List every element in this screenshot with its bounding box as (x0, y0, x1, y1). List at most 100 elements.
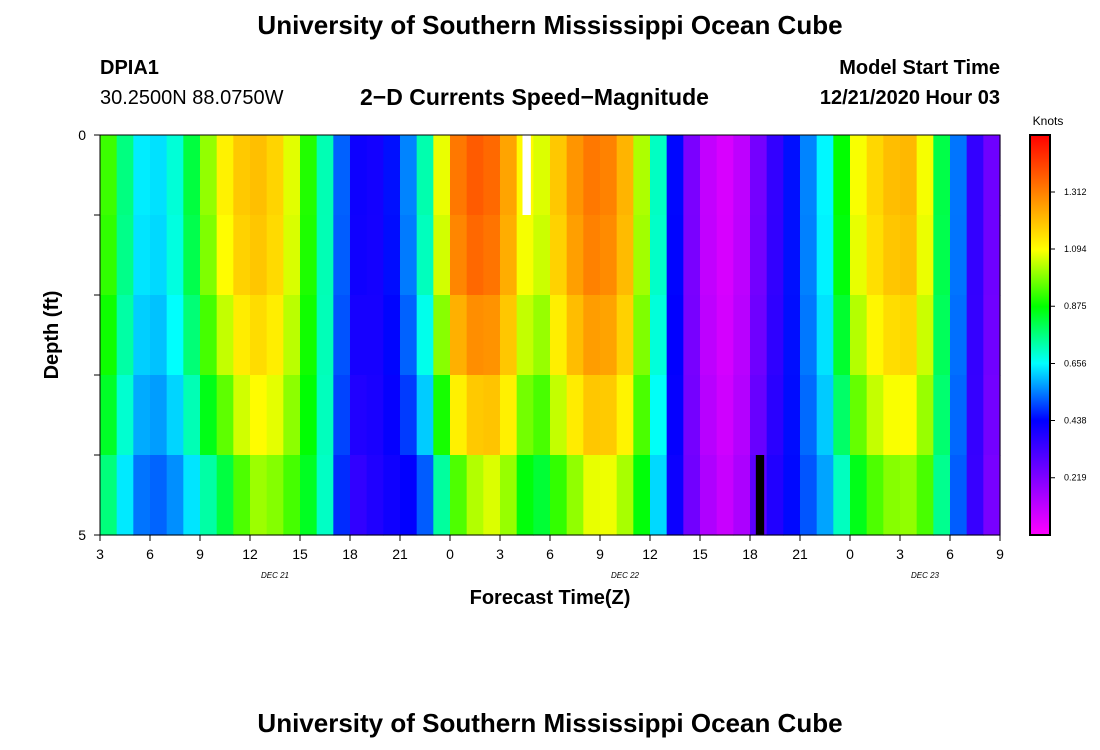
heatmap-cell (450, 215, 468, 296)
heatmap-cell (233, 455, 251, 536)
heatmap-cell (733, 215, 751, 296)
heatmap-cell (966, 295, 984, 376)
missing-bottom-cell (755, 455, 765, 535)
heatmap-cell (316, 215, 334, 296)
heatmap-cell (433, 215, 451, 296)
heatmap-cell (316, 135, 334, 216)
heatmap-cell (716, 215, 734, 296)
heatmap-cell (700, 295, 718, 376)
heatmap-cell (416, 135, 434, 216)
heatmap-cell (866, 455, 884, 536)
heatmap-cell (633, 135, 651, 216)
heatmap-cell (166, 215, 184, 296)
heatmap-cell (866, 215, 884, 296)
x-tick-label: 12 (242, 546, 258, 562)
heatmap-cell (916, 455, 934, 536)
heatmap-cell (433, 295, 451, 376)
heatmap-cell (466, 215, 484, 296)
heatmap-cell (650, 135, 668, 216)
heatmap-cell (766, 135, 784, 216)
heatmap-cell (183, 135, 201, 216)
heatmap-cell (916, 215, 934, 296)
footer-title: University of Southern Mississippi Ocean… (257, 708, 843, 738)
heatmap-cell (216, 215, 234, 296)
heatmap-cell (766, 455, 784, 536)
heatmap-cell (550, 135, 568, 216)
heatmap-cell (850, 215, 868, 296)
heatmap-cell (583, 135, 601, 216)
heatmap-cell (783, 455, 801, 536)
heatmap-cell (833, 215, 851, 296)
day-label: DEC 21 (261, 571, 289, 580)
heatmap-cell (416, 215, 434, 296)
heatmap-cell (800, 135, 818, 216)
heatmap-cell (216, 295, 234, 376)
heatmap-cell (100, 455, 118, 536)
heatmap-cell (216, 135, 234, 216)
heatmap-cell (983, 455, 1001, 536)
y-tick-label: 0 (78, 127, 86, 143)
heatmap-cell (150, 455, 168, 536)
heatmap-cell (766, 215, 784, 296)
heatmap-cell (716, 135, 734, 216)
heatmap-cell (166, 455, 184, 536)
x-tick-label: 15 (692, 546, 708, 562)
heatmap-cell (600, 295, 618, 376)
heatmap-cell (316, 455, 334, 536)
heatmap-cell (233, 135, 251, 216)
heatmap-cell (216, 375, 234, 456)
heatmap-cell (500, 295, 518, 376)
heatmap-cell (100, 215, 118, 296)
heatmap-cell (350, 455, 368, 536)
heatmap-cell (766, 375, 784, 456)
heatmap-cell (116, 375, 134, 456)
x-tick-label: 9 (996, 546, 1004, 562)
heatmap-cell (250, 135, 268, 216)
heatmap-cell (616, 135, 634, 216)
heatmap-cell (500, 215, 518, 296)
heatmap-cell (483, 455, 501, 536)
heatmap-cell (550, 375, 568, 456)
heatmap-cell (550, 215, 568, 296)
heatmap-cell (300, 215, 318, 296)
heatmap-cell (533, 375, 551, 456)
heatmap-cell (533, 455, 551, 536)
heatmap-cell (150, 375, 168, 456)
heatmap-cell (916, 375, 934, 456)
heatmap-cell (516, 215, 534, 296)
heatmap-cell (500, 455, 518, 536)
model-start-value: 12/21/2020 Hour 03 (819, 87, 1000, 109)
heatmap-cell (950, 135, 968, 216)
x-tick-label: 3 (896, 546, 904, 562)
heatmap-cell (733, 375, 751, 456)
heatmap-cell (150, 295, 168, 376)
heatmap-cell (333, 455, 351, 536)
heatmap-cell (750, 375, 768, 456)
heatmap-cell (283, 215, 301, 296)
heatmap-cell (816, 215, 834, 296)
heatmap-cell (800, 455, 818, 536)
heatmap-cell (966, 375, 984, 456)
heatmap-cell (700, 375, 718, 456)
heatmap-cell (400, 215, 418, 296)
heatmap-cell (600, 455, 618, 536)
heatmap-cell (933, 135, 951, 216)
colorbar-ticks: 1.312 1.094 0.875 0.656 0.438 0.219 (1050, 187, 1087, 483)
heatmap-cell (300, 295, 318, 376)
heatmap-cell (283, 135, 301, 216)
heatmap-cell (966, 455, 984, 536)
heatmap-cell (750, 135, 768, 216)
heatmap-cell (683, 135, 701, 216)
heatmap-cell (600, 375, 618, 456)
heatmap-cell (450, 135, 468, 216)
heatmap-cell (166, 295, 184, 376)
x-tick-label: 15 (292, 546, 308, 562)
heatmap-cell (616, 295, 634, 376)
heatmap-cell (433, 135, 451, 216)
heatmap-cell (983, 135, 1001, 216)
heatmap-cell (500, 375, 518, 456)
heatmap-cell (233, 215, 251, 296)
colorbar-tick-label: 0.219 (1064, 473, 1087, 483)
chart-subtitle: 2−D Currents Speed−Magnitude (360, 84, 709, 110)
x-tick-label: 6 (146, 546, 154, 562)
